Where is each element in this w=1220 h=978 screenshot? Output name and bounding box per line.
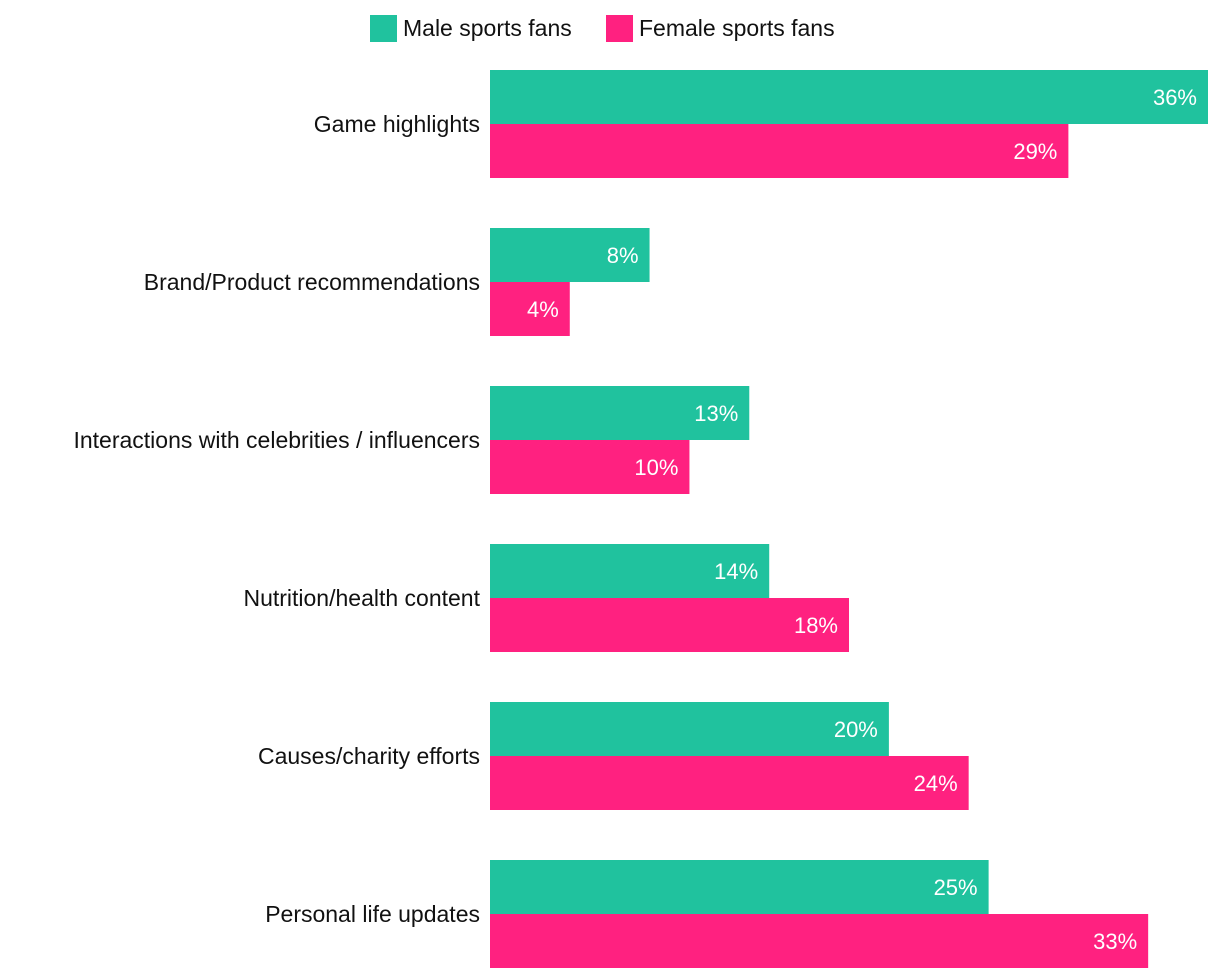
category-group: Brand/Product recommendations 8% 4% (144, 228, 650, 336)
category-label: Brand/Product recommendations (144, 269, 480, 295)
female-value-label: 10% (634, 455, 678, 480)
legend-label-male: Male sports fans (403, 15, 572, 41)
male-value-label: 25% (934, 875, 978, 900)
legend-label-female: Female sports fans (639, 15, 835, 41)
plot-area: Game highlights 36% 29% Brand/Product recom… (73, 70, 1208, 968)
category-label: Causes/charity efforts (258, 743, 480, 769)
male-bar (490, 70, 1208, 124)
male-value-label: 8% (607, 243, 639, 268)
female-bar (490, 756, 969, 810)
legend-swatch-male (370, 15, 397, 42)
category-group: Interactions with celebrities / influenc… (73, 386, 750, 494)
female-bar (490, 282, 570, 336)
male-bar (490, 228, 650, 282)
male-bar (490, 860, 989, 914)
female-value-label: 24% (914, 771, 958, 796)
male-bar (490, 702, 889, 756)
male-bar (490, 386, 750, 440)
legend-swatch-female (606, 15, 633, 42)
female-bar (490, 124, 1069, 178)
male-value-label: 14% (714, 559, 758, 584)
female-value-label: 4% (527, 297, 559, 322)
category-group: Personal life updates 25% 33% (265, 860, 1149, 968)
female-value-label: 29% (1013, 139, 1057, 164)
category-group: Game highlights 36% 29% (314, 70, 1208, 178)
category-label: Nutrition/health content (243, 585, 480, 611)
male-value-label: 13% (694, 401, 738, 426)
male-value-label: 36% (1153, 85, 1197, 110)
female-bar (490, 914, 1149, 968)
female-bar (490, 440, 690, 494)
category-label: Personal life updates (265, 901, 480, 927)
category-label: Game highlights (314, 111, 480, 137)
male-bar (490, 544, 770, 598)
female-bar (490, 598, 849, 652)
female-value-label: 18% (794, 613, 838, 638)
male-value-label: 20% (834, 717, 878, 742)
legend: Male sports fans Female sports fans (370, 15, 835, 42)
female-value-label: 33% (1093, 929, 1137, 954)
category-group: Nutrition/health content 14% 18% (243, 544, 849, 652)
category-label: Interactions with celebrities / influenc… (73, 427, 480, 453)
category-group: Causes/charity efforts 20% 24% (258, 702, 969, 810)
